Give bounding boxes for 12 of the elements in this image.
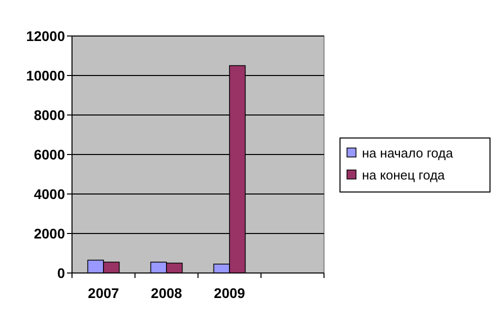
- y-tick-label: 0: [57, 264, 66, 281]
- y-tick-label: 4000: [34, 186, 66, 202]
- y-tick-label: 10000: [26, 67, 66, 84]
- y-tick-label: 8000: [34, 106, 66, 123]
- y-tick-label: 6000: [34, 146, 66, 162]
- legend-label: на начало года: [362, 146, 454, 161]
- x-tick-label: 2009: [214, 285, 246, 301]
- legend-label: на конец года: [362, 168, 446, 183]
- y-tick-label: 2000: [34, 225, 66, 242]
- x-tick-label: 2008: [150, 285, 182, 301]
- x-tick-label: 2007: [88, 285, 120, 301]
- y-tick-label: 12000: [26, 28, 66, 44]
